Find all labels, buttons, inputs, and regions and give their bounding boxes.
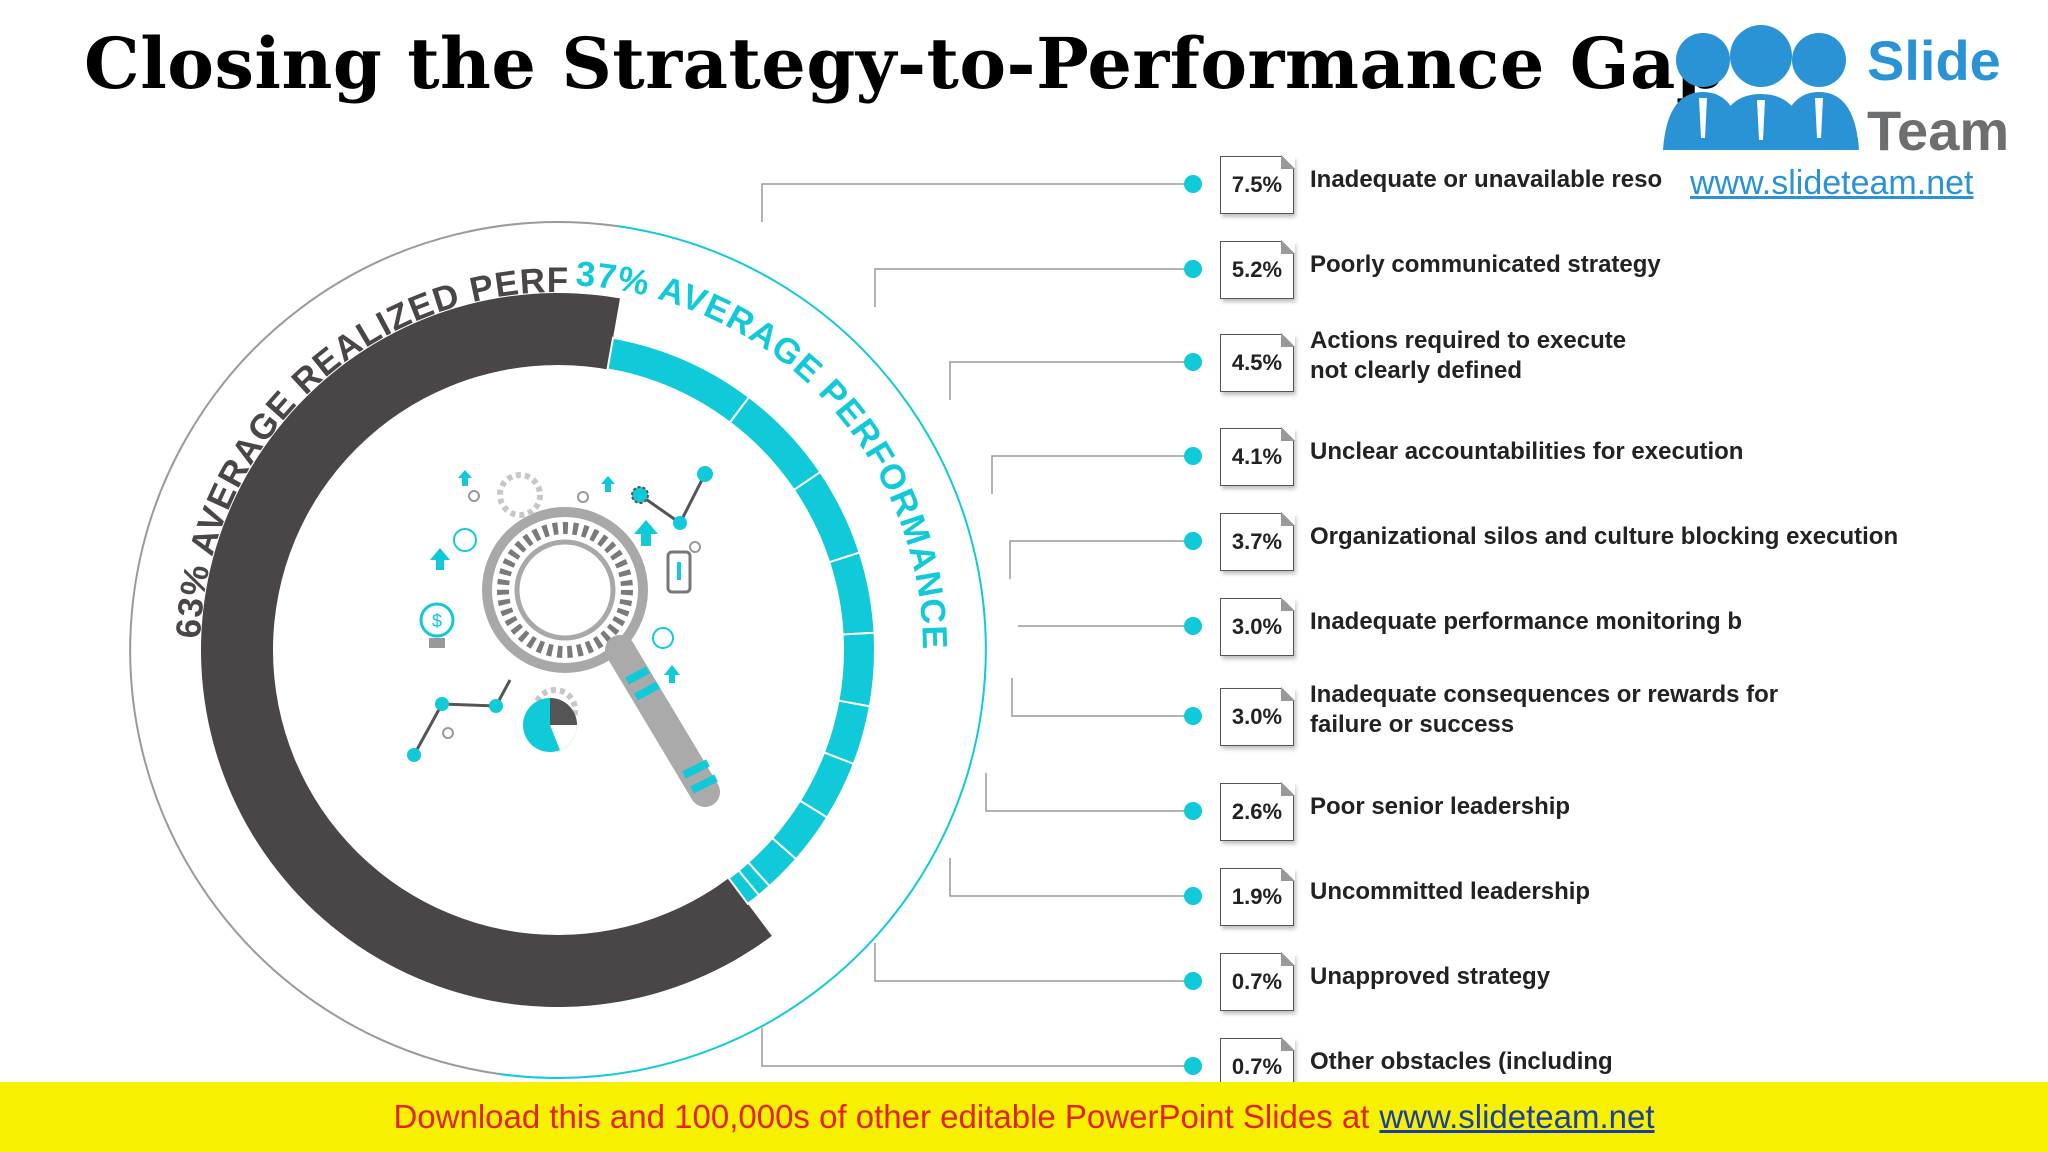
percent-box: 5.2% [1220, 240, 1295, 299]
percent-box: 3.7% [1220, 512, 1295, 571]
connector-dot [1184, 447, 1202, 465]
banner-text: Download this and 100,000s of other edit… [393, 1098, 1370, 1135]
reason-line-1: Poor senior leadership [1310, 793, 1571, 820]
percent-box: 1.9% [1220, 867, 1295, 926]
percent-box: 7.5% [1220, 155, 1295, 214]
reason-line-2: failure or success [1310, 711, 1515, 738]
pie-chart-icon [523, 698, 577, 752]
dollar-coin-icons [442, 490, 701, 739]
percent-box: 3.0% [1220, 597, 1295, 656]
logo-word-team: Team [1867, 99, 2009, 162]
connector-line [949, 361, 1193, 400]
reason-line-1: Unclear accountabilities for execution [1310, 438, 1744, 465]
connector-dot [1184, 972, 1202, 990]
reason-line-1: Unapproved strategy [1310, 963, 1551, 990]
percent-box: 4.1% [1220, 427, 1295, 486]
connector-lines [761, 175, 1202, 1075]
reason-line-1: Poorly communicated strategy [1310, 251, 1661, 278]
connector-line [874, 268, 1193, 307]
connector-dot [1184, 802, 1202, 820]
slideteam-logo[interactable]: Slide Team [1655, 10, 2035, 210]
percent-box: 0.7% [1220, 952, 1295, 1011]
connector-dot [1184, 887, 1202, 905]
connector-line [761, 1028, 1193, 1067]
reason-line-1: Inadequate consequences or rewards for [1310, 681, 1779, 708]
arrow-up-icons [430, 470, 680, 683]
connector-dot [1184, 175, 1202, 193]
gear-icon [482, 472, 648, 733]
center-illustration: $ [407, 466, 720, 807]
loss-slice [837, 631, 876, 708]
connector-dot [1184, 353, 1202, 371]
connector-line [991, 455, 1193, 494]
connector-line [985, 773, 1193, 812]
connector-line [874, 943, 1193, 982]
connector-line [1011, 678, 1193, 717]
connector-line [761, 183, 1193, 222]
connector-dot [1184, 617, 1202, 635]
trend-line-icon [407, 466, 713, 762]
reason-line-1: Actions required to execute [1310, 327, 1627, 354]
reason-line-2: not clearly defined [1310, 357, 1523, 384]
reason-line-1: Inadequate or unavailable reso [1310, 166, 1663, 193]
connector-dot [1184, 260, 1202, 278]
mobile-phone-icon [666, 550, 692, 594]
svg-text:$: $ [432, 611, 442, 631]
realized-performance-arc [200, 293, 772, 1007]
connector-dot [1184, 532, 1202, 550]
download-banner[interactable]: Download this and 100,000s of other edit… [0, 1082, 2048, 1152]
magnifier-icon [605, 635, 720, 807]
connector-dot [1184, 707, 1202, 725]
reason-line-1: Inadequate performance monitoring b [1310, 608, 1743, 635]
lightbulb-icon: $ [419, 602, 455, 648]
banner-link[interactable]: www.slideteam.net [1379, 1098, 1655, 1135]
people-icon [1663, 25, 1859, 150]
loss-slices [606, 336, 876, 906]
percent-box: 3.0% [1220, 687, 1295, 746]
logo-word-slide: Slide [1867, 29, 2001, 92]
percent-box: 2.6% [1220, 782, 1295, 841]
connector-line [1009, 540, 1193, 579]
slide-title: Closing the Strategy-to-Performance Gap [84, 22, 1726, 105]
reason-line-1: Uncommitted leadership [1310, 878, 1591, 905]
realized-slice [200, 293, 772, 1007]
percent-box: 4.5% [1220, 333, 1295, 392]
connector-line [949, 858, 1193, 897]
reason-line-1: Organizational silos and culture blockin… [1310, 523, 1899, 550]
connector-dot [1184, 1057, 1202, 1075]
logo-url-link[interactable]: www.slideteam.net [1690, 164, 1974, 202]
reason-line-1: Other obstacles (including [1310, 1048, 1613, 1075]
